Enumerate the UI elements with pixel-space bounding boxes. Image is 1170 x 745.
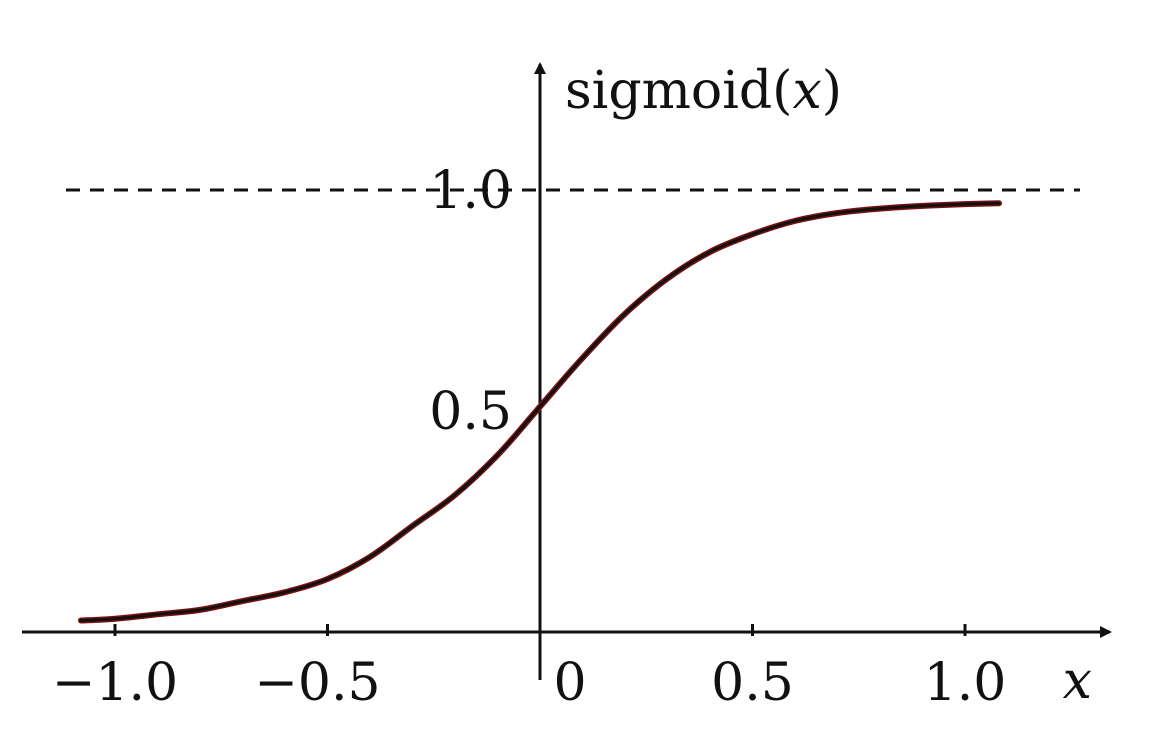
x-tick-labels: −1.0 −0.5 0 0.5 1.0 [52, 653, 1006, 713]
x-tick-label: 0 [553, 653, 586, 713]
y-axis-label-variable: x [792, 61, 821, 121]
x-tick-label: 1.0 [924, 653, 1007, 713]
y-axis-label-suffix: ) [822, 61, 842, 121]
x-tick-label: −1.0 [52, 653, 178, 713]
sigmoid-curve-core [79, 201, 1001, 622]
x-tick-label: 0.5 [711, 653, 794, 713]
y-axis-label-prefix: sigmoid( [565, 61, 792, 121]
y-tick-label: 1.0 [429, 161, 512, 221]
x-axis-label: x [1063, 651, 1092, 711]
y-axis-label: sigmoid(x) [565, 61, 842, 121]
x-tick-marks [113, 624, 967, 636]
y-tick-labels: 0.5 1.0 [429, 161, 512, 442]
x-tick-label: −0.5 [254, 653, 380, 713]
y-tick-label: 0.5 [429, 382, 512, 442]
